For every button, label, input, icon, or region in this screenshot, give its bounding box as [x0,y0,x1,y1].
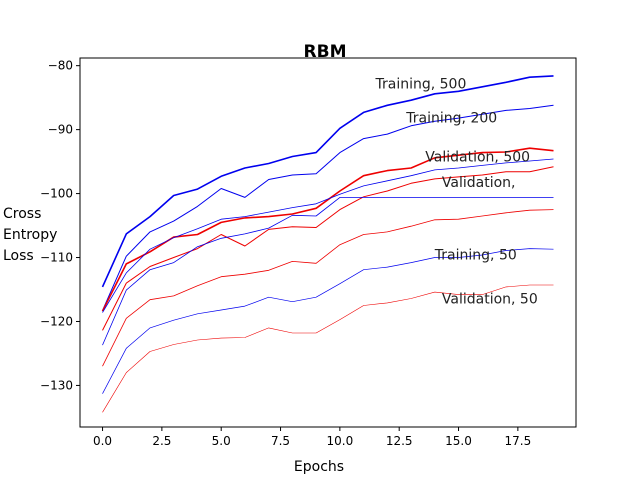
x-tick-label: 10.0 [327,434,354,448]
x-tick-label: 5.0 [212,434,231,448]
x-axis-label: Epochs [294,459,344,475]
y-axis-ticks: −130 −120 −110 −100 −90 −80 [40,59,80,392]
x-tick-label: 12.5 [386,434,413,448]
annotation-5: Training, 50 [434,247,517,263]
x-tick-label: 7.5 [271,434,290,448]
annotation-1: Training, 500 [375,77,467,93]
series-annotations: Training, 500 Training, 200 Validation, 50… [375,77,538,308]
series-line-4 [102,158,554,313]
series-line-2 [102,104,554,311]
annotation-6: Validation, 50 [442,292,538,308]
y-axis-label: Cross Entropy Loss [3,206,57,264]
x-axis-ticks: 0.0 2.5 5.0 7.5 10.0 12.5 15.0 17.5 [93,427,531,448]
series-line-7 [102,209,554,367]
x-tick-label: 2.5 [152,434,171,448]
series-line-3 [101,147,554,312]
y-axis-label-line-1: Cross [3,206,41,222]
y-tick-label: −100 [40,187,73,201]
y-tick-label: −80 [48,59,73,73]
series-lines [101,75,554,413]
x-tick-label: 0.0 [93,434,112,448]
series-line-6 [102,196,554,346]
series-line-1 [101,75,554,288]
series-line-5 [102,166,554,331]
annotation-3: Validation, 500 [425,150,530,166]
series-line-9 [102,284,554,413]
y-tick-label: −110 [40,251,73,265]
plot-frame [79,57,577,428]
annotation-2: Training, 200 [405,111,497,127]
y-tick-label: −120 [40,314,73,328]
chart-title: RBM [304,42,347,62]
annotation-4: Validation, [442,175,516,191]
x-tick-label: 17.5 [504,434,531,448]
series-line-8 [102,248,554,394]
y-axis-label-line-2: Entropy [3,227,57,243]
x-tick-label: 15.0 [445,434,472,448]
y-tick-label: −130 [40,378,73,392]
y-axis-label-line-3: Loss [3,248,34,264]
y-tick-label: −90 [48,123,73,137]
